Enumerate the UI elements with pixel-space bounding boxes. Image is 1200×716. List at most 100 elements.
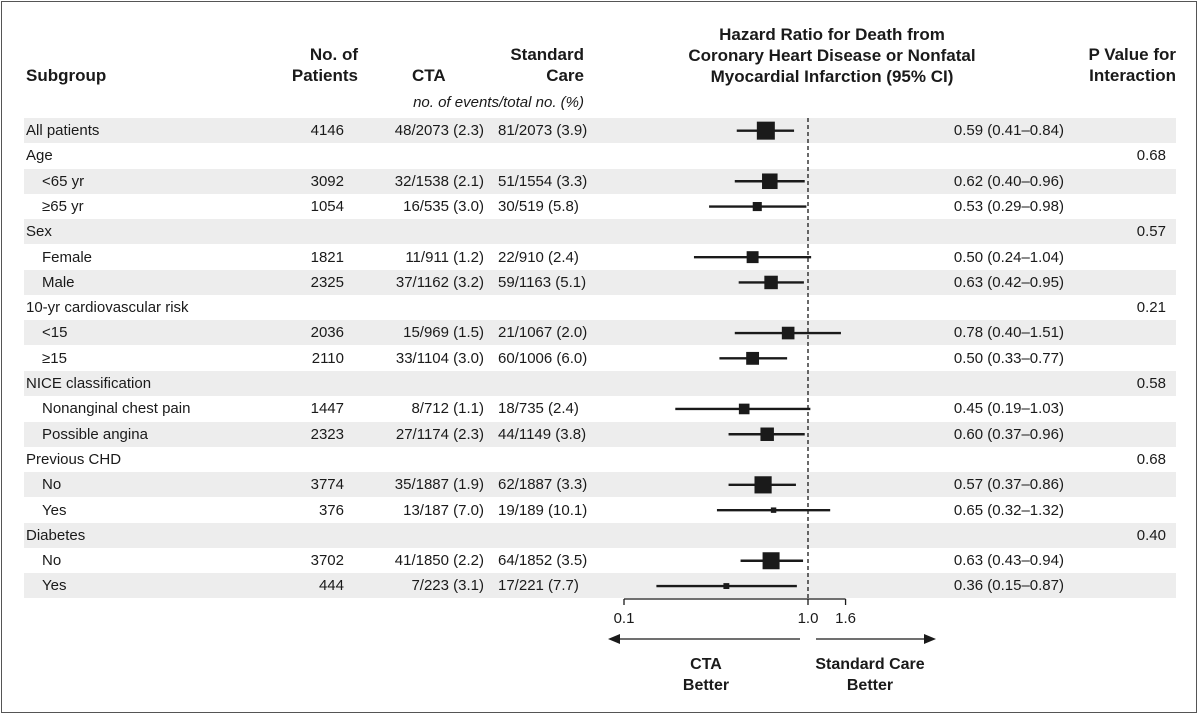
- table-row: <65 yr 3092 32/1538 (2.1) 51/1554 (3.3) 0.62…: [24, 168, 1176, 194]
- cta-events: 33/1104 (3.0): [395, 349, 484, 367]
- row-label: Female: [42, 248, 93, 266]
- point-estimate-square: [752, 202, 762, 212]
- row-label: No: [42, 476, 62, 494]
- hazard-ratio-ci: 0.53 (0.29–0.98): [953, 197, 1064, 215]
- cta-events: 16/535 (3.0): [403, 197, 484, 215]
- row-label: <15: [42, 324, 68, 342]
- x-tick-label: 1.6: [835, 610, 856, 627]
- row-label: 10-yr cardiovascular risk: [26, 299, 189, 317]
- table-row: <15 2036 15/969 (1.5) 21/1067 (2.0) 0.78 (0.…: [24, 320, 1176, 346]
- table-row: Yes 444 7/223 (3.1) 17/221 (7.7) 0.36 (0.15–…: [24, 573, 1176, 599]
- point-estimate-square: [762, 173, 778, 190]
- point-estimate-square: [746, 251, 759, 264]
- patients-count: 3092: [310, 172, 344, 190]
- standard-care-events: 62/1887 (3.3): [498, 476, 588, 494]
- header-cta: CTA: [412, 66, 446, 85]
- cta-events: 15/969 (1.5): [403, 324, 484, 342]
- point-estimate-square: [754, 476, 772, 494]
- row-label: Age: [26, 147, 53, 165]
- standard-care-events: 59/1163 (5.1): [498, 273, 587, 291]
- hazard-ratio-ci: 0.59 (0.41–0.84): [953, 122, 1064, 139]
- patients-count: 3774: [310, 476, 344, 494]
- p-value-interaction: 0.68: [1136, 450, 1166, 468]
- hazard-ratio-ci: 0.45 (0.19–1.03): [953, 400, 1064, 418]
- row-label: <65 yr: [42, 172, 85, 190]
- p-value-interaction: 0.57: [1136, 223, 1166, 241]
- standard-care-events: 19/189 (10.1): [498, 501, 588, 519]
- patients-count: 376: [318, 501, 344, 519]
- point-estimate-square: [723, 583, 730, 589]
- table-row: Possible angina 2323 27/1174 (2.3) 44/1149 …: [24, 421, 1176, 447]
- hazard-ratio-ci: 0.36 (0.15–0.87): [953, 577, 1064, 595]
- row-label: Male: [42, 273, 75, 291]
- row-label: All patients: [26, 122, 100, 139]
- p-value-interaction: 0.40: [1136, 526, 1166, 544]
- row-label: Diabetes: [26, 526, 86, 544]
- patients-count: 1821: [310, 248, 344, 266]
- table-row: Female 1821 11/911 (1.2) 22/910 (2.4) 0.50 (…: [24, 245, 1176, 270]
- hazard-ratio-ci: 0.62 (0.40–0.96): [953, 172, 1064, 190]
- row-label: ≥65 yr: [42, 197, 84, 215]
- table-row: ≥65 yr 1054 16/535 (3.0) 30/519 (5.8) 0.53 (…: [24, 194, 1176, 219]
- cta-events: 8/712 (1.1): [411, 400, 484, 418]
- p-value-interaction: 0.58: [1136, 375, 1166, 392]
- row-label: Sex: [26, 223, 52, 241]
- group-header-row: 10-yr cardiovascular risk 0.21: [24, 295, 1176, 320]
- table-row: No 3702 41/1850 (2.2) 64/1852 (3.5) 0.63 (0.…: [24, 548, 1176, 573]
- standard-care-events: 21/1067 (2.0): [498, 324, 588, 342]
- row-label: Yes: [42, 577, 67, 595]
- row-label: Previous CHD: [26, 450, 122, 468]
- group-header-row: NICE classification 0.58: [24, 371, 1176, 396]
- standard-care-events: 18/735 (2.4): [498, 400, 579, 418]
- standard-care-events: 22/910 (2.4): [498, 248, 579, 266]
- patients-count: 2110: [311, 349, 344, 367]
- patients-count: 3702: [310, 552, 344, 570]
- arrowhead-left: [608, 634, 620, 644]
- cta-events: 41/1850 (2.2): [394, 552, 484, 570]
- row-label: Possible angina: [42, 425, 148, 443]
- cta-events: 48/2073 (2.3): [394, 122, 484, 139]
- cta-events: 13/187 (7.0): [403, 501, 484, 519]
- row-label: No: [42, 552, 62, 570]
- patients-count: 444: [318, 577, 344, 595]
- standard-care-events: 81/2073 (3.9): [498, 122, 588, 139]
- point-estimate-square: [746, 351, 760, 365]
- standard-care-events: 30/519 (5.8): [498, 197, 579, 215]
- row-label: NICE classification: [26, 375, 152, 392]
- hazard-ratio-ci: 0.63 (0.42–0.95): [953, 273, 1064, 291]
- row-label: Yes: [42, 501, 67, 519]
- row-label: ≥15: [42, 349, 67, 367]
- hazard-ratio-ci: 0.63 (0.43–0.94): [953, 552, 1064, 570]
- point-estimate-square: [756, 121, 775, 140]
- standard-care-events: 64/1852 (3.5): [498, 552, 588, 570]
- table-row: ≥15 2110 33/1104 (3.0) 60/1006 (6.0) 0.50 (0…: [24, 346, 1176, 371]
- arrowhead-right: [924, 634, 936, 644]
- hazard-ratio-ci: 0.60 (0.37–0.96): [953, 425, 1064, 443]
- standard-care-events: 17/221 (7.7): [498, 577, 579, 595]
- point-estimate-square: [762, 552, 780, 570]
- standard-care-events: 60/1006 (6.0): [498, 349, 588, 367]
- cta-events: 37/1162 (3.2): [395, 273, 484, 291]
- header-p-value: P Value for Interaction: [1088, 45, 1176, 85]
- patients-count: 2325: [310, 273, 344, 291]
- direction-label-cta-better: CTA Better: [682, 656, 730, 694]
- point-estimate-square: [738, 403, 750, 415]
- cta-events: 32/1538 (2.1): [394, 172, 484, 190]
- cta-events: 35/1887 (1.9): [394, 476, 484, 494]
- events-unit-note: no. of events/total no. (%): [413, 94, 584, 111]
- table-row: Nonanginal chest pain 1447 8/712 (1.1) 18/7…: [24, 396, 1176, 421]
- x-tick-label: 1.0: [798, 610, 819, 627]
- group-header-row: Diabetes 0.40: [24, 522, 1176, 548]
- cta-events: 27/1174 (2.3): [395, 425, 484, 443]
- point-estimate-square: [770, 507, 777, 513]
- group-header-row: Age 0.68: [24, 143, 1176, 168]
- x-tick-label: 0.1: [614, 610, 635, 627]
- hazard-ratio-ci: 0.50 (0.24–1.04): [953, 248, 1064, 266]
- patients-count: 4146: [310, 122, 344, 139]
- table-row: No 3774 35/1887 (1.9) 62/1887 (3.3) 0.57 (0.…: [24, 472, 1176, 498]
- hazard-ratio-ci: 0.65 (0.32–1.32): [953, 501, 1064, 519]
- table-row: Male 2325 37/1162 (3.2) 59/1163 (5.1) 0.63 (…: [24, 269, 1176, 295]
- point-estimate-square: [760, 427, 774, 441]
